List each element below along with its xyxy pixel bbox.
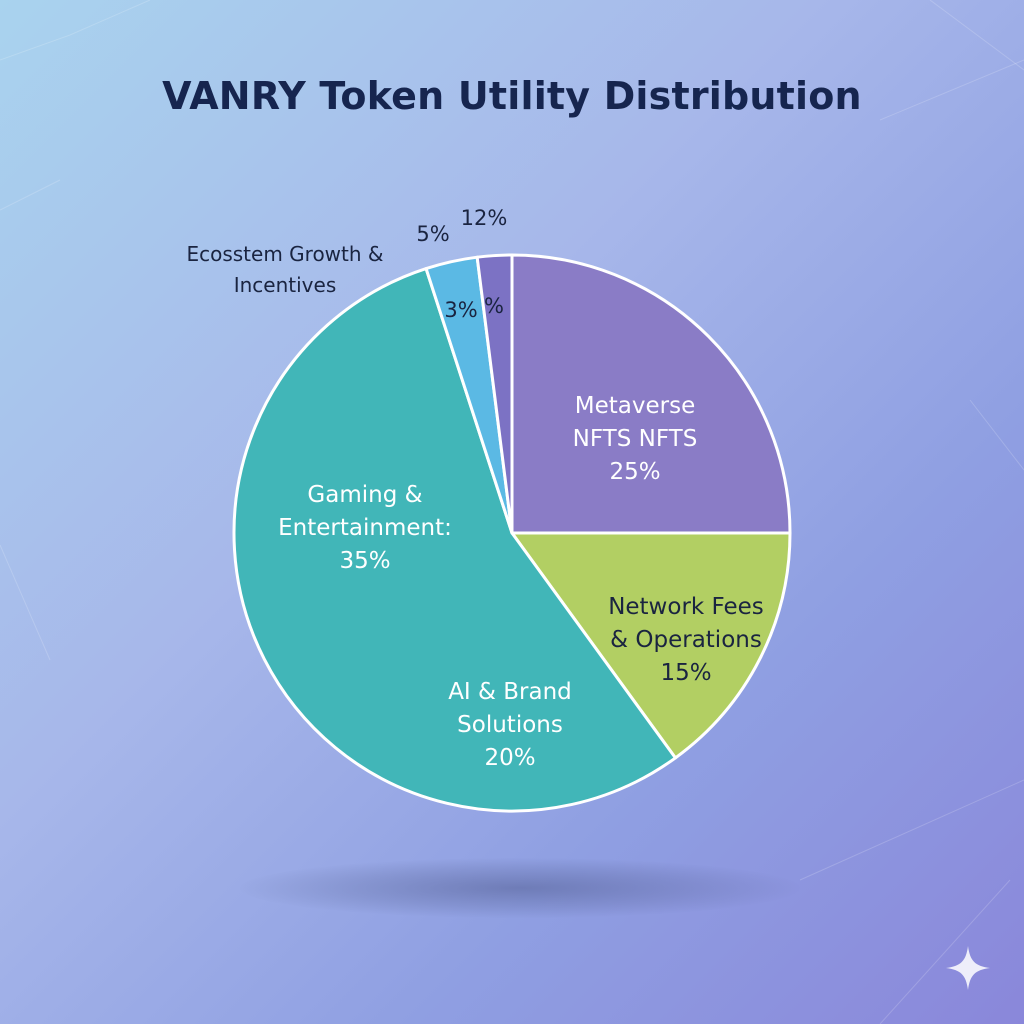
outer-label-3: 12% <box>461 206 508 230</box>
chart-shadow <box>240 858 800 918</box>
pie-slice-5 <box>475 253 514 535</box>
slice-label-2: Network Fees & Operations 15% <box>608 594 764 686</box>
pie-slices <box>232 253 792 813</box>
inner-label-1: Gaming & Entertainment: 35% <box>278 482 452 574</box>
inner-label-2: AI & Brand Solutions 20% <box>448 679 572 771</box>
outer-label-2: 5% <box>416 222 449 246</box>
sparkle-icon <box>946 946 990 990</box>
pie-slice-2 <box>510 531 792 760</box>
slice-label-1: Metaverse NFTS NFTS 25% <box>573 393 698 485</box>
chart-title: VANRY Token Utility Distribution <box>162 74 862 118</box>
pie-slice-1 <box>510 253 792 535</box>
outer-label-1: Ecosstem Growth & Incentives <box>186 242 383 297</box>
pie-labels: Metaverse NFTS NFTS 25% Network Fees & Opera… <box>186 206 763 771</box>
inner-label-3: 3% <box>444 298 477 322</box>
inner-label-4: % <box>484 294 504 318</box>
pie-slice-3 <box>232 267 677 813</box>
